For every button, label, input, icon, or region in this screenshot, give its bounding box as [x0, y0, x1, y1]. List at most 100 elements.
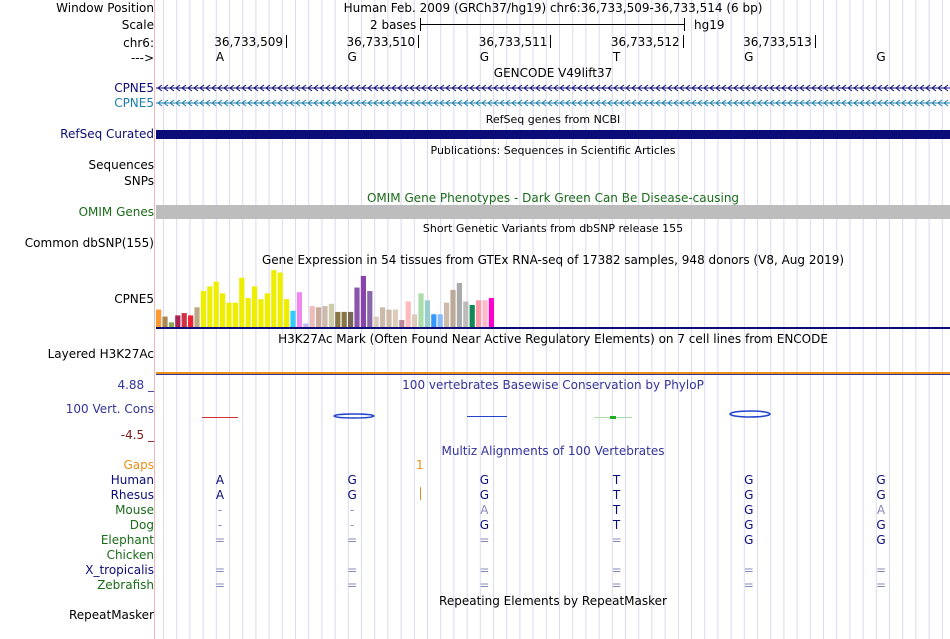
strand-chevron — [571, 84, 577, 92]
ruler-tick — [814, 35, 816, 48]
omim-feature-bar[interactable] — [156, 205, 950, 219]
strand-chevron — [859, 84, 865, 92]
publications-title: Publications: Sequences in Scientific Ar… — [430, 144, 676, 157]
gtex-label[interactable]: CPNE5 — [114, 292, 154, 306]
strand-chevron — [283, 99, 289, 107]
phylop-label[interactable]: 100 Vert. Cons — [65, 402, 154, 416]
strand-chevron — [247, 84, 253, 92]
omim-title: OMIM Gene Phenotypes - Dark Green Can Be… — [366, 191, 740, 205]
gtex-tissue-bar — [373, 316, 379, 327]
dbsnp-label[interactable]: Common dbSNP(155) — [24, 236, 154, 250]
gtex-bar-chart[interactable] — [156, 268, 950, 330]
strand-chevron — [493, 99, 499, 107]
alignment-base: G — [347, 473, 357, 487]
strand-chevron — [751, 99, 757, 107]
gencode-gene-2[interactable] — [156, 97, 950, 109]
species-label[interactable]: Dog — [129, 518, 154, 532]
strand-chevron — [805, 99, 811, 107]
strand-chevron — [535, 99, 541, 107]
gencode-gene-1[interactable] — [156, 82, 950, 94]
strand-chevron — [361, 84, 367, 92]
species-label[interactable]: Elephant — [100, 533, 154, 547]
sequences-label[interactable]: Sequences — [88, 158, 154, 172]
strand-chevron — [241, 84, 247, 92]
alignment-base: A — [480, 503, 489, 517]
alignment-base: G — [479, 473, 490, 487]
strand-chevron — [391, 99, 397, 107]
strand-chevron — [403, 84, 409, 92]
ruler-coordinate: 36,733,513 — [743, 35, 812, 49]
species-label[interactable]: Rhesus — [110, 488, 154, 502]
strand-chevron — [913, 99, 919, 107]
strand-chevron — [361, 99, 367, 107]
strand-chevron — [937, 99, 943, 107]
window-position-text: Human Feb. 2009 (GRCh37/hg19) chr6:36,73… — [343, 1, 763, 15]
repeatmasker-label[interactable]: RepeatMasker — [68, 608, 154, 622]
ruler-tick — [682, 35, 684, 48]
phylop-mark-1 — [202, 417, 238, 418]
species-label[interactable]: Human — [110, 473, 154, 487]
multiz-title: Multiz Alignments of 100 Vertebrates — [441, 444, 665, 458]
species-label[interactable]: X_tropicalis — [85, 563, 154, 577]
gencode-track-label[interactable]: CPNE5 — [114, 81, 154, 95]
strand-chevron — [775, 99, 781, 107]
species-label[interactable]: Mouse — [115, 503, 154, 517]
strand-chevron — [709, 99, 715, 107]
alignment-base: = — [479, 533, 490, 547]
gtex-tissue-bar — [341, 311, 347, 327]
strand-chevron — [853, 84, 859, 92]
gtex-tissue-bar — [405, 301, 411, 327]
strand-chevron — [391, 84, 397, 92]
snps-label[interactable]: SNPs — [124, 174, 154, 188]
gaps-label[interactable]: Gaps — [123, 458, 154, 472]
refseq-gene-bar[interactable] — [156, 130, 950, 139]
species-label[interactable]: Zebrafish — [97, 578, 154, 592]
strand-chevron — [607, 84, 613, 92]
gtex-tissue-bar — [290, 310, 296, 327]
strand-chevron — [607, 99, 613, 107]
strand-chevron — [745, 99, 751, 107]
phylop-signal[interactable] — [156, 408, 950, 422]
omim-label[interactable]: OMIM Genes — [78, 205, 154, 219]
strand-chevron — [205, 99, 211, 107]
gtex-tissue-bar — [271, 270, 277, 327]
refseq-label[interactable]: RefSeq Curated — [60, 127, 154, 141]
strand-chevron — [667, 84, 673, 92]
refseq-title: RefSeq genes from NCBI — [485, 113, 621, 126]
gtex-tissue-bar — [456, 282, 462, 327]
strand-chevron — [901, 99, 907, 107]
strand-chevron — [685, 84, 691, 92]
strand-chevron — [301, 99, 307, 107]
ruler-tick — [418, 35, 420, 48]
species-label[interactable]: Chicken — [106, 548, 154, 562]
alignment-base: A — [215, 488, 225, 502]
strand-chevron — [907, 99, 913, 107]
scale-bar-left-tick — [420, 18, 421, 31]
gencode-track-label-2[interactable]: CPNE5 — [114, 96, 154, 110]
strand-chevron — [541, 99, 547, 107]
alignment-base: G — [744, 488, 754, 502]
gtex-tissue-bar — [168, 322, 174, 327]
strand-chevron — [559, 99, 565, 107]
strand-chevron — [865, 84, 871, 92]
gtex-tissue-bar — [258, 299, 264, 327]
strand-chevron — [847, 84, 853, 92]
ruler-coordinate: 36,733,509 — [214, 35, 283, 49]
strand-chevron — [853, 99, 859, 107]
gtex-tissue-bar — [207, 286, 213, 327]
strand-chevron — [343, 84, 349, 92]
strand-chevron — [691, 99, 697, 107]
strand-chevron — [589, 84, 595, 92]
strand-chevron — [691, 84, 697, 92]
ruler-coordinate: 36,733,512 — [610, 35, 680, 49]
strand-chevron — [499, 84, 505, 92]
h3k27ac-label[interactable]: Layered H3K27Ac — [47, 347, 154, 361]
strand-chevron — [181, 99, 187, 107]
strand-chevron — [727, 84, 733, 92]
gap-count-marker: 1 — [416, 458, 424, 472]
gtex-tissue-bar — [213, 281, 219, 327]
strand-chevron — [889, 84, 895, 92]
strand-chevron — [823, 84, 829, 92]
alignment-base: G — [744, 533, 754, 547]
gtex-tissue-bar — [194, 307, 200, 327]
